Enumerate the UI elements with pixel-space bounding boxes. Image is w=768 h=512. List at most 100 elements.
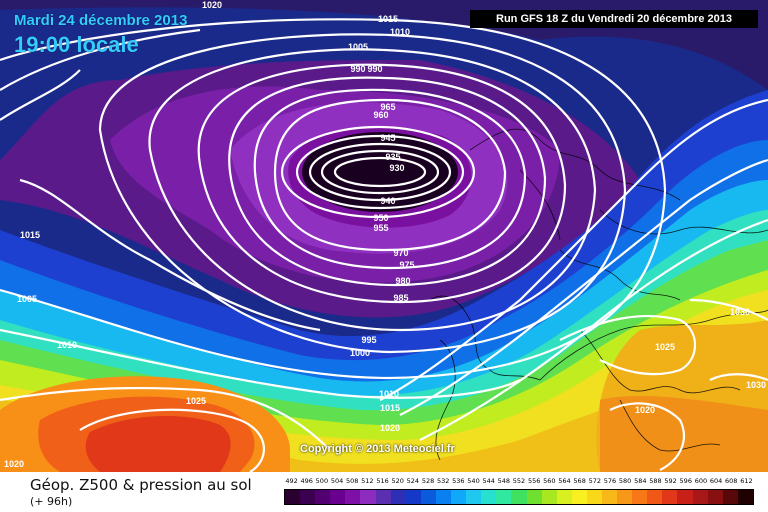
isobar-label: 955 (373, 223, 388, 233)
legend-swatch (481, 490, 497, 504)
isobar-label: 985 (393, 293, 408, 303)
legend-swatch (737, 490, 753, 504)
legend-swatch (662, 490, 678, 504)
legend-value: 584 (634, 477, 647, 485)
legend-value: 496 (300, 477, 313, 485)
legend-value: 568 (573, 477, 586, 485)
legend-value: 504 (330, 477, 344, 485)
isobar-label: 995 (361, 335, 376, 345)
legend-swatch (420, 490, 436, 504)
isobar-label: 1010 (379, 389, 399, 399)
legend-value: 500 (315, 477, 329, 485)
legend-swatch (556, 490, 572, 504)
legend-swatch (586, 490, 602, 504)
isobar-label: 940 (380, 196, 395, 206)
legend-swatch (707, 490, 723, 504)
legend-value: 608 (725, 477, 738, 485)
model-run-label: Run GFS 18 Z du Vendredi 20 décembre 201… (470, 10, 758, 28)
legend-swatch (692, 490, 708, 504)
legend-value: 592 (664, 477, 677, 485)
isobar-label: 1015 (378, 14, 398, 24)
isobar-label: 1015 (20, 230, 40, 240)
isobar-label: 975 (399, 260, 414, 270)
legend-swatch (285, 490, 301, 504)
legend-value: 588 (649, 477, 662, 485)
legend-labels: 492 496 500 504 508 512 516 520 524 528 532 536 540 5… (284, 477, 754, 487)
legend-value: 600 (694, 477, 708, 485)
isobar-label: 1005 (17, 294, 37, 304)
isobar-label: 1020 (4, 459, 24, 469)
legend-swatch (496, 490, 512, 504)
legend-value: 596 (679, 477, 692, 485)
legend-swatch (511, 490, 527, 504)
legend-value: 524 (406, 477, 420, 485)
legend-swatch (315, 490, 331, 504)
forecast-date: Mardi 24 décembre 2013 (14, 12, 188, 29)
legend-swatch (466, 490, 482, 504)
legend-swatch (345, 490, 361, 504)
isobar-label: 1020 (380, 423, 400, 433)
isobar-label: 970 (393, 248, 408, 258)
legend-value: 532 (436, 477, 450, 485)
legend-swatch (722, 490, 738, 504)
isobar-label: 1030 (746, 380, 766, 390)
legend-value: 536 (452, 477, 465, 485)
isobar-label: 950 (373, 213, 388, 223)
legend-value: 512 (361, 477, 374, 485)
copyright-notice: Copyright © 2013 Meteociel.fr (300, 443, 455, 455)
legend-value: 552 (512, 477, 526, 485)
isobar-label: 1010 (390, 27, 410, 37)
color-legend (284, 489, 754, 505)
map-title: Géop. Z500 & pression au sol (30, 476, 252, 494)
isobar-label: 1020 (202, 0, 222, 10)
legend-swatch (632, 490, 648, 504)
legend-value: 516 (376, 477, 389, 485)
legend-swatch (300, 490, 316, 504)
legend-swatch (617, 490, 633, 504)
footer-bar: Géop. Z500 & pression au sol (+ 96h) 492… (0, 472, 768, 512)
isobar-label: 1025 (186, 396, 206, 406)
legend-value: 528 (421, 477, 435, 485)
isobar-label: 1010 (57, 340, 77, 350)
isobar-label: 945 (380, 133, 395, 143)
legend-value: 572 (588, 477, 601, 485)
legend-value: 580 (618, 477, 632, 485)
legend-swatch (435, 490, 452, 504)
legend-value: 556 (527, 477, 541, 485)
legend-swatch (541, 490, 557, 504)
legend-swatch (601, 490, 618, 504)
legend-swatch (390, 490, 406, 504)
isobar-label: 960 (373, 110, 388, 120)
isobar-label: 965 (380, 102, 395, 112)
legend-value: 508 (346, 477, 359, 485)
isobar-label: 980 (395, 276, 410, 286)
legend-swatch (571, 490, 587, 504)
legend-value: 564 (558, 477, 571, 485)
legend-swatch (360, 490, 376, 504)
legend-value: 604 (709, 477, 723, 485)
isobar-label: 990 (350, 64, 365, 74)
legend-swatch (375, 490, 391, 504)
isobar-label: 1015 (380, 403, 400, 413)
isobar-label: 935 (385, 152, 400, 162)
isobar-label: 1020 (635, 405, 655, 415)
legend-value: 560 (543, 477, 556, 485)
isobar-label: 1005 (348, 42, 368, 52)
legend-swatch (405, 490, 421, 504)
legend-swatch (647, 490, 663, 504)
legend-swatch (330, 490, 346, 504)
legend-value: 544 (482, 477, 495, 485)
forecast-time: 19:00 locale (14, 32, 139, 57)
isobar-label: 1025 (655, 342, 675, 352)
isobar-label: 1030 (730, 307, 750, 317)
legend-value: 612 (740, 477, 753, 485)
legend-value: 540 (467, 477, 480, 485)
legend-value: 548 (497, 477, 511, 485)
isobar-label: 1000 (350, 348, 370, 358)
isobar-label: 990 (367, 64, 382, 74)
legend-swatch (451, 490, 467, 504)
legend-value: 492 (285, 477, 298, 485)
legend-swatch (677, 490, 693, 504)
